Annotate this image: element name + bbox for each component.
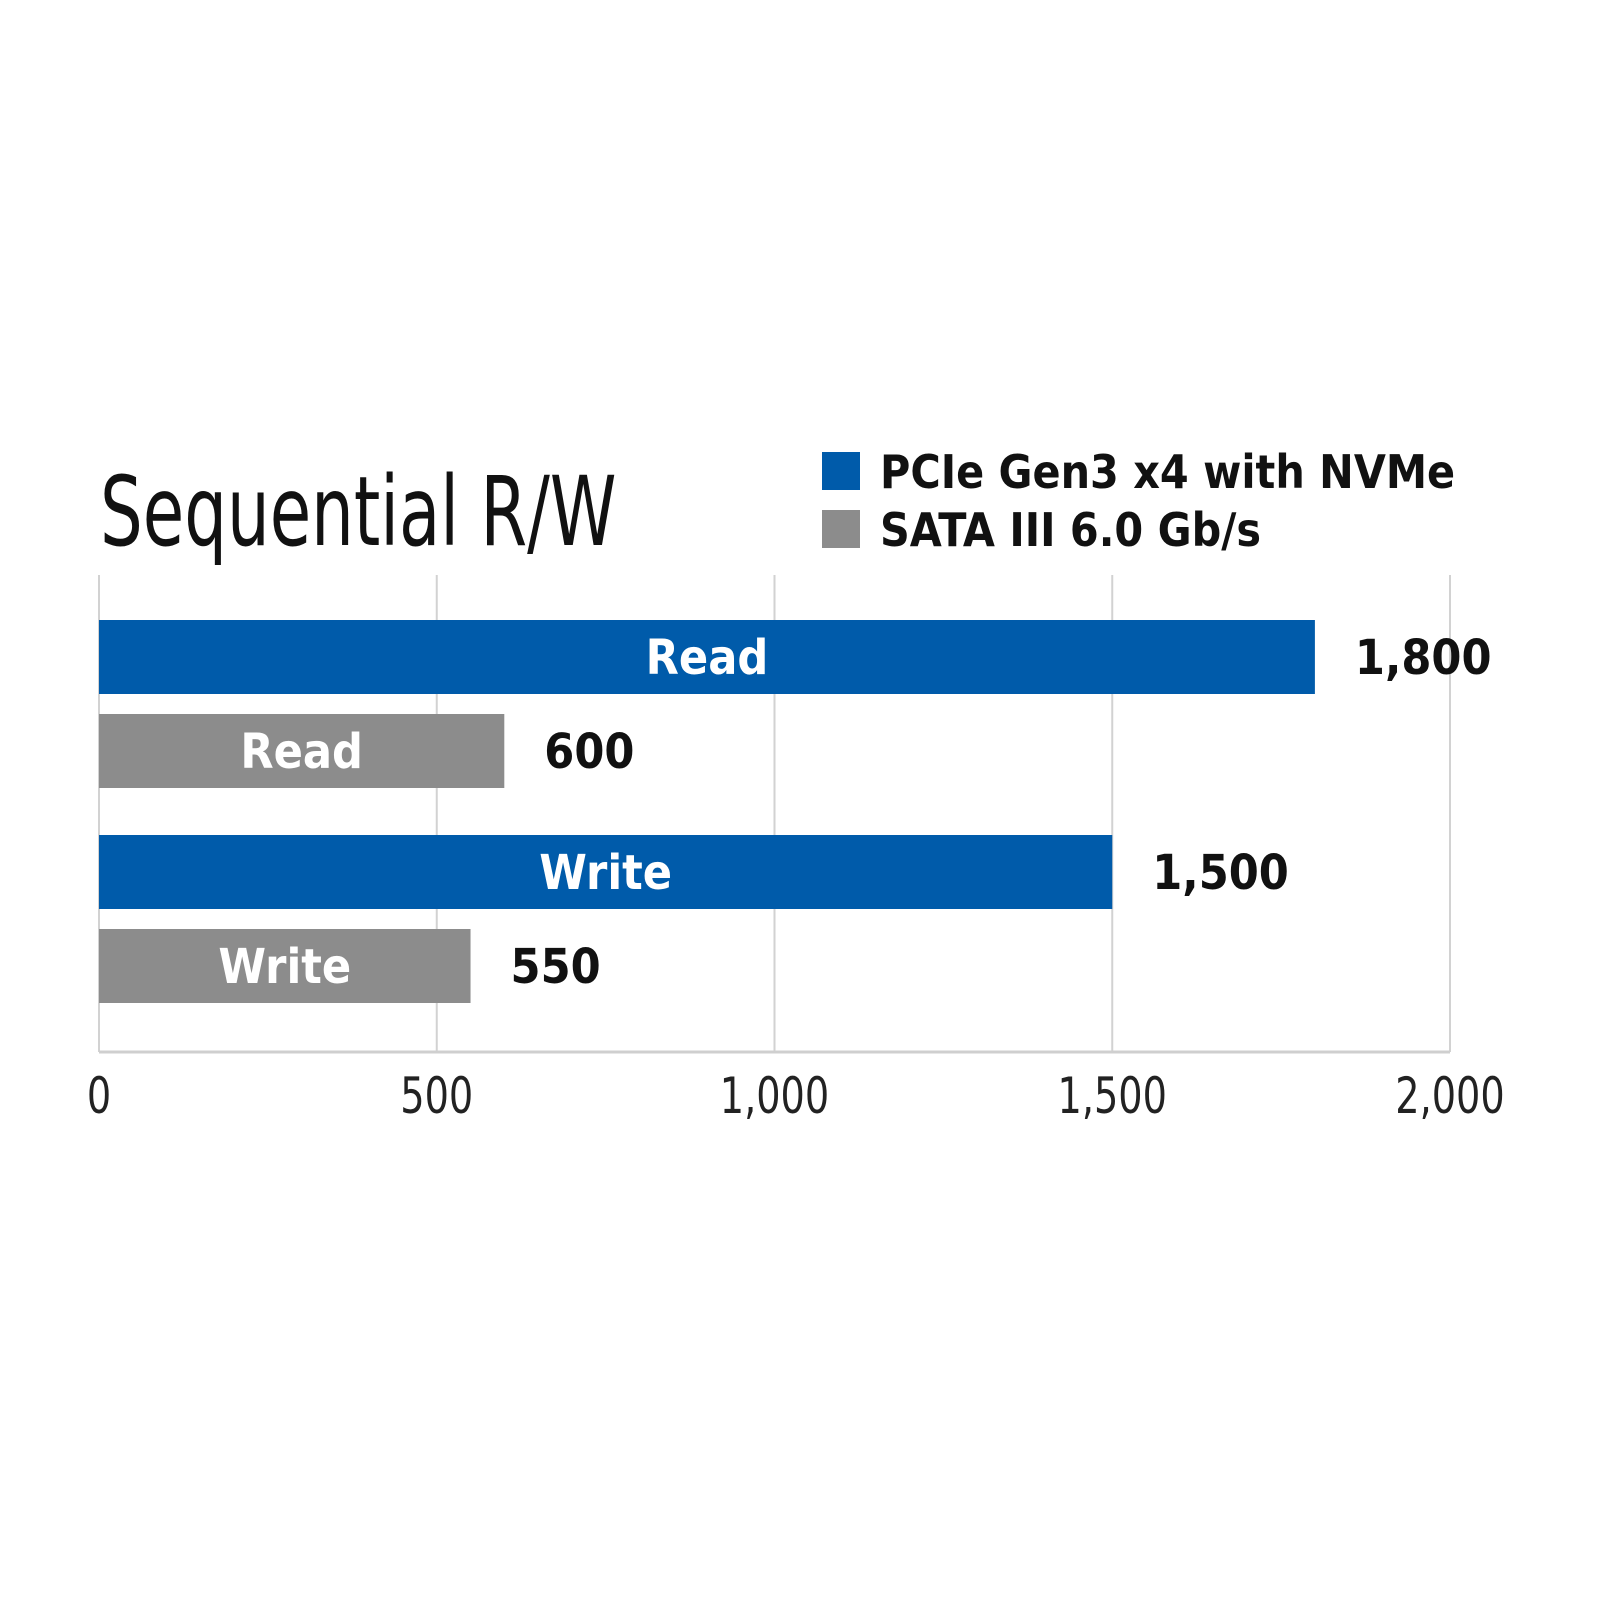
legend-label: PCIe Gen3 x4 with NVMe [880, 445, 1455, 499]
bar [99, 835, 1113, 909]
bar [99, 620, 1315, 694]
x-tick-labels: 0 500 1,000 1,500 2,000 [87, 1067, 1505, 1125]
legend-swatch [822, 452, 860, 490]
chart-title: Sequential R/W [100, 457, 616, 569]
x-tick-label: 1,000 [720, 1067, 829, 1125]
bar-category-label: Write [539, 845, 672, 901]
legend-swatch [822, 510, 860, 548]
legend-label: SATA III 6.0 Gb/s [880, 503, 1261, 557]
data-label: 550 [511, 939, 601, 995]
bar-category-label: Read [240, 724, 363, 780]
x-tick-label: 2,000 [1395, 1067, 1504, 1125]
bar [99, 929, 471, 1003]
data-label: 600 [544, 724, 634, 780]
bar-category-label: Write [218, 939, 351, 995]
x-tick-label: 1,500 [1058, 1067, 1167, 1125]
data-label: 1,800 [1355, 630, 1492, 686]
bar-category-label: Read [646, 630, 769, 686]
x-tick-label: 0 [87, 1067, 111, 1125]
x-tick-label: 500 [400, 1067, 473, 1125]
data-label: 1,500 [1152, 845, 1289, 901]
bar [99, 714, 505, 788]
